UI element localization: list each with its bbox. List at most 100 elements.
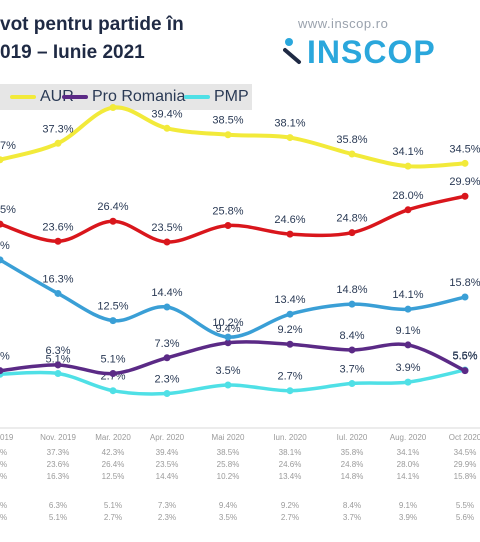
table-cell-4-7: 3.9% bbox=[399, 513, 417, 522]
data-point-aur-8 bbox=[461, 159, 469, 167]
table-cell-2-8: 15.8% bbox=[454, 472, 477, 481]
table-cell-1-8: 29.9% bbox=[454, 460, 477, 469]
table-cell-1-4: 25.8% bbox=[217, 460, 240, 469]
legend-item-pro-romania: Pro Romania bbox=[62, 88, 185, 106]
data-label-pmp-3: 2.3% bbox=[154, 374, 179, 386]
data-label-aur-7: 34.1% bbox=[392, 146, 423, 158]
table-cell-1-6: 24.8% bbox=[341, 460, 364, 469]
data-label-aur-8: 34.5% bbox=[449, 143, 480, 155]
data-point-red-party-2 bbox=[109, 217, 117, 225]
data-point-pro-romania-0 bbox=[0, 367, 4, 375]
x-tick-label-0: 019 bbox=[0, 433, 14, 442]
data-point-red-party-4 bbox=[224, 222, 232, 230]
data-point-aur-3 bbox=[163, 124, 171, 132]
data-point-blue-party-3 bbox=[163, 303, 171, 311]
table-cell-0-1: 37.3% bbox=[47, 448, 70, 457]
table-cell-4-8: 5.6% bbox=[456, 513, 474, 522]
data-point-aur-4 bbox=[224, 131, 232, 139]
table-cell-2-1: 16.3% bbox=[47, 472, 70, 481]
data-point-red-party-6 bbox=[348, 229, 356, 237]
data-label-blue-party-2: 12.5% bbox=[97, 301, 128, 313]
data-point-red-party-7 bbox=[404, 206, 412, 214]
data-label-red-party-1: 23.6% bbox=[42, 221, 73, 233]
data-point-red-party-0 bbox=[0, 220, 4, 228]
data-point-pro-romania-3 bbox=[163, 354, 171, 362]
data-label-red-party-2: 26.4% bbox=[97, 201, 128, 213]
data-label-pro-romania-8: 5.5% bbox=[452, 351, 477, 363]
inscop-logo-text: INSCOP bbox=[285, 34, 436, 71]
table-cell-0-2: 42.3% bbox=[102, 448, 125, 457]
data-label-pmp-1: 5.1% bbox=[45, 354, 70, 366]
data-point-pro-romania-7 bbox=[404, 341, 412, 349]
data-label-aur-1: 37.3% bbox=[42, 123, 73, 135]
data-label-red-party-4: 25.8% bbox=[212, 206, 243, 218]
legend-label-pmp: PMP bbox=[214, 88, 249, 105]
legend-label-pro-romania: Pro Romania bbox=[92, 88, 186, 105]
data-label-red-party-0: 5% bbox=[0, 204, 16, 216]
data-label-aur-0: 7% bbox=[0, 140, 16, 152]
table-cell-1-7: 28.0% bbox=[397, 460, 420, 469]
legend-item-aur: AUR bbox=[10, 88, 74, 106]
data-label-blue-party-7: 14.1% bbox=[392, 289, 423, 301]
data-label-blue-party-0: % bbox=[0, 240, 10, 252]
x-tick-label-2: Mar. 2020 bbox=[95, 433, 131, 442]
table-cell-2-5: 13.4% bbox=[279, 472, 302, 481]
table-cell-0-3: 39.4% bbox=[156, 448, 179, 457]
table-cell-4-0: % bbox=[0, 513, 7, 522]
legend-item-pmp: PMP bbox=[184, 88, 249, 106]
table-cell-0-6: 35.8% bbox=[341, 448, 364, 457]
data-label-blue-party-3: 14.4% bbox=[151, 287, 182, 299]
data-label-red-party-3: 23.5% bbox=[151, 222, 182, 234]
data-point-blue-party-5 bbox=[286, 310, 294, 318]
table-cell-2-3: 14.4% bbox=[156, 472, 179, 481]
data-point-aur-7 bbox=[404, 162, 412, 170]
table-cell-4-2: 2.7% bbox=[104, 513, 122, 522]
data-point-pmp-2 bbox=[109, 387, 117, 395]
table-cell-3-5: 9.2% bbox=[281, 501, 299, 510]
data-label-pmp-8: 5.6% bbox=[452, 350, 477, 362]
table-cell-3-6: 8.4% bbox=[343, 501, 361, 510]
x-tick-label-1: Nov. 2019 bbox=[40, 433, 76, 442]
data-point-blue-party-2 bbox=[109, 317, 117, 325]
data-label-pro-romania-5: 9.2% bbox=[277, 324, 302, 336]
data-label-pro-romania-4: 9.4% bbox=[215, 323, 240, 335]
data-label-red-party-5: 24.6% bbox=[274, 214, 305, 226]
table-cell-3-3: 7.3% bbox=[158, 501, 176, 510]
data-label-aur-3: 39.4% bbox=[151, 108, 182, 120]
legend-swatch-pmp bbox=[184, 94, 210, 99]
data-label-blue-party-8: 15.8% bbox=[449, 277, 480, 289]
data-point-pro-romania-2 bbox=[109, 370, 117, 378]
data-point-red-party-8 bbox=[461, 192, 469, 200]
x-tick-label-6: Iul. 2020 bbox=[337, 433, 368, 442]
data-label-blue-party-5: 13.4% bbox=[274, 294, 305, 306]
table-cell-4-1: 5.1% bbox=[49, 513, 67, 522]
table-cell-1-2: 26.4% bbox=[102, 460, 125, 469]
x-tick-label-8: Oct 2020 bbox=[449, 433, 480, 442]
data-point-pro-romania-4 bbox=[224, 339, 232, 347]
data-point-blue-party-6 bbox=[348, 300, 356, 308]
data-label-pro-romania-6: 8.4% bbox=[339, 330, 364, 342]
table-cell-2-2: 12.5% bbox=[102, 472, 125, 481]
data-point-red-party-5 bbox=[286, 230, 294, 238]
legend-swatch-aur bbox=[10, 94, 36, 99]
data-label-red-party-8: 29.9% bbox=[449, 176, 480, 188]
website-url: www.inscop.ro bbox=[298, 16, 389, 31]
data-label-aur-6: 35.8% bbox=[336, 134, 367, 146]
data-label-pro-romania-3: 7.3% bbox=[154, 338, 179, 350]
series-line-red-party bbox=[0, 194, 467, 244]
x-tick-label-5: Iun. 2020 bbox=[273, 433, 307, 442]
data-point-pro-romania-5 bbox=[286, 340, 294, 348]
table-cell-1-0: % bbox=[0, 460, 7, 469]
data-point-pro-romania-1 bbox=[54, 361, 62, 369]
chart-title-line1: vot pentru partide în bbox=[0, 14, 184, 35]
data-point-red-party-3 bbox=[163, 238, 171, 246]
inscop-logo-icon bbox=[283, 38, 301, 64]
table-cell-3-2: 5.1% bbox=[104, 501, 122, 510]
data-point-blue-party-8 bbox=[461, 293, 469, 301]
data-label-aur-5: 38.1% bbox=[274, 118, 305, 130]
table-cell-1-5: 24.6% bbox=[279, 460, 302, 469]
table-cell-3-7: 9.1% bbox=[399, 501, 417, 510]
table-cell-4-3: 2.3% bbox=[158, 513, 176, 522]
table-cell-2-4: 10.2% bbox=[217, 472, 240, 481]
